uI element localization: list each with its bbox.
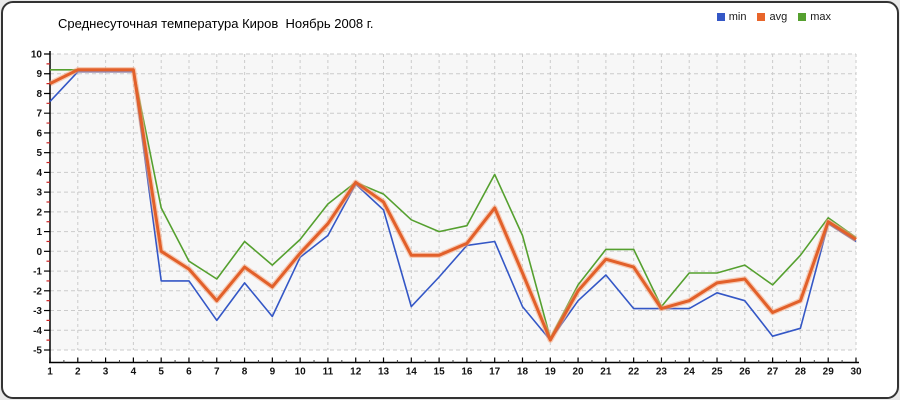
svg-text:24: 24 xyxy=(684,367,696,378)
legend-swatch-min xyxy=(716,13,725,21)
svg-text:7: 7 xyxy=(214,367,220,378)
legend-label-avg: avg xyxy=(769,11,788,23)
svg-text:8: 8 xyxy=(242,367,248,378)
svg-text:26: 26 xyxy=(739,367,751,378)
legend-item-min[interactable]: min xyxy=(716,11,747,23)
legend-item-avg[interactable]: avg xyxy=(757,11,787,23)
x-axis: 1 2 3 4 5 6 7 8 9 10 11 12 13 14 15 16 17 18 19 20 21 22 23 24 2… xyxy=(47,357,862,378)
svg-text:29: 29 xyxy=(823,367,835,378)
svg-text:6: 6 xyxy=(36,128,42,139)
svg-text:14: 14 xyxy=(406,367,418,378)
svg-text:28: 28 xyxy=(795,367,807,378)
svg-text:19: 19 xyxy=(545,367,557,378)
plot-background xyxy=(50,54,856,350)
legend-label-max: max xyxy=(810,11,831,23)
svg-text:-1: -1 xyxy=(33,267,42,278)
svg-text:5: 5 xyxy=(158,367,164,378)
svg-text:3: 3 xyxy=(36,188,42,199)
svg-text:7: 7 xyxy=(36,109,42,120)
legend-swatch-max xyxy=(798,13,807,21)
svg-text:27: 27 xyxy=(767,367,779,378)
svg-text:3: 3 xyxy=(103,367,109,378)
svg-text:4: 4 xyxy=(131,367,137,378)
svg-text:25: 25 xyxy=(711,367,723,378)
avg-series-line xyxy=(49,68,857,342)
svg-text:-5: -5 xyxy=(33,346,42,357)
svg-text:22: 22 xyxy=(628,367,640,378)
svg-text:1: 1 xyxy=(36,227,42,238)
svg-text:-2: -2 xyxy=(33,286,42,297)
svg-text:10: 10 xyxy=(31,50,43,61)
svg-text:-3: -3 xyxy=(33,306,42,317)
svg-text:18: 18 xyxy=(517,367,529,378)
svg-text:17: 17 xyxy=(489,367,501,378)
svg-text:16: 16 xyxy=(461,367,473,378)
svg-text:6: 6 xyxy=(186,367,192,378)
svg-text:13: 13 xyxy=(378,367,390,378)
svg-text:12: 12 xyxy=(350,367,362,378)
legend-label-min: min xyxy=(728,11,747,23)
max-series-line xyxy=(50,69,857,340)
svg-text:10: 10 xyxy=(295,367,307,378)
svg-text:1: 1 xyxy=(47,367,53,378)
svg-text:30: 30 xyxy=(850,367,862,378)
svg-text:20: 20 xyxy=(573,367,585,378)
svg-text:21: 21 xyxy=(600,367,612,378)
svg-text:5: 5 xyxy=(36,148,42,159)
svg-text:11: 11 xyxy=(323,367,334,378)
svg-text:0: 0 xyxy=(36,247,42,258)
svg-text:15: 15 xyxy=(434,367,446,378)
legend-item-max[interactable]: max xyxy=(798,11,831,23)
svg-text:8: 8 xyxy=(36,89,42,100)
svg-text:4: 4 xyxy=(36,168,42,179)
svg-text:-4: -4 xyxy=(33,326,42,337)
legend-swatch-avg xyxy=(757,13,766,21)
svg-text:9: 9 xyxy=(270,367,276,378)
svg-text:2: 2 xyxy=(75,367,81,378)
chart-title: Среднесуточная температура Киров Ноябрь … xyxy=(58,16,374,31)
svg-text:2: 2 xyxy=(36,207,42,218)
min-series-line xyxy=(49,71,857,341)
svg-text:9: 9 xyxy=(36,69,42,80)
legend: min avg max xyxy=(716,11,831,23)
svg-text:23: 23 xyxy=(656,367,668,378)
